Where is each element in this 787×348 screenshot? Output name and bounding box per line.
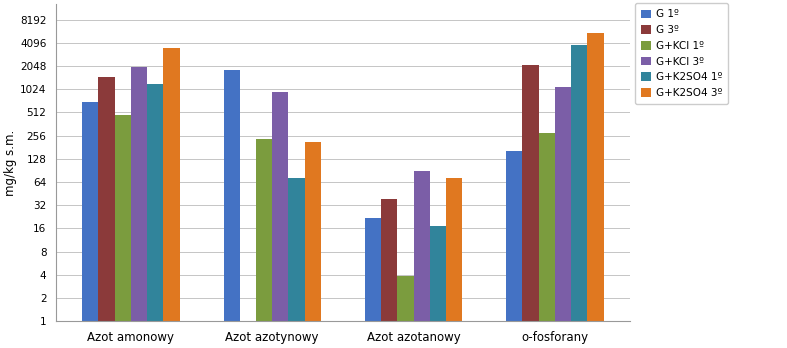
Bar — [523, 65, 538, 348]
Bar — [131, 67, 147, 348]
Bar — [538, 133, 555, 348]
Bar — [115, 114, 131, 348]
Bar — [272, 92, 289, 348]
Bar — [555, 87, 571, 348]
Bar — [571, 46, 587, 348]
Bar — [164, 48, 179, 348]
Bar — [430, 226, 446, 348]
Bar — [224, 70, 240, 348]
Bar — [397, 276, 413, 348]
Bar — [82, 102, 98, 348]
Bar — [98, 77, 115, 348]
Bar — [446, 178, 462, 348]
Bar — [506, 151, 523, 348]
Bar — [256, 139, 272, 348]
Bar — [289, 178, 305, 348]
Bar — [305, 142, 321, 348]
Bar — [587, 33, 604, 348]
Bar — [365, 218, 381, 348]
Bar — [147, 84, 164, 348]
Y-axis label: mg/kg s.m.: mg/kg s.m. — [4, 129, 17, 196]
Bar — [413, 171, 430, 348]
Bar — [381, 199, 397, 348]
Bar — [240, 344, 256, 348]
Legend: G 1º, G 3º, G+KCl 1º, G+KCl 3º, G+K2SO4 1º, G+K2SO4 3º: G 1º, G 3º, G+KCl 1º, G+KCl 3º, G+K2SO4 … — [635, 3, 728, 104]
